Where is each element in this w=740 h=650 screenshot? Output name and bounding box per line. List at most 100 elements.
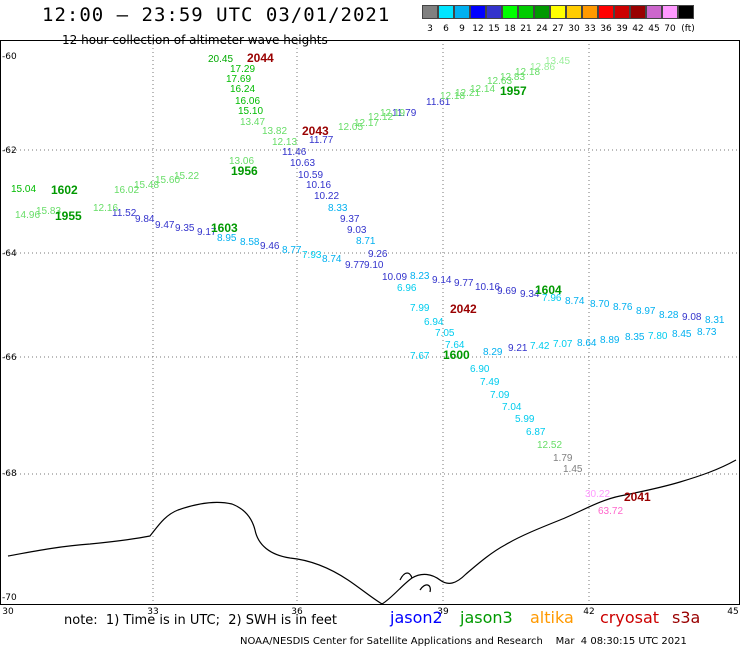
color-legend-label: 30 <box>568 24 580 34</box>
color-legend-label: (ft) <box>681 24 695 34</box>
x-tick-label: 30 <box>2 607 14 617</box>
swh-label: 15.04 <box>11 184 36 195</box>
swh-label: 11.46 <box>282 147 307 158</box>
color-legend-label: 12 <box>472 24 484 34</box>
swh-label: 15.48 <box>134 180 159 191</box>
color-swatch <box>470 5 486 19</box>
track-id-label: 1600 <box>443 348 470 362</box>
swh-label: 9.77 <box>345 260 365 271</box>
coastline <box>7 459 737 605</box>
swh-label: 9.21 <box>508 343 528 354</box>
swh-labels: 20.4517.2917.6916.2416.0615.1013.4713.82… <box>11 54 725 517</box>
swh-label: 13.45 <box>545 56 570 67</box>
swh-label: 8.77 <box>282 245 302 256</box>
swh-label: 10.16 <box>306 180 331 191</box>
swh-label: 6.96 <box>397 283 417 294</box>
x-tick-label: 39 <box>437 607 449 617</box>
swh-label: 9.69 <box>497 286 517 297</box>
swh-label: 7.04 <box>502 402 522 413</box>
swh-label: 8.71 <box>356 236 376 247</box>
swh-label: 13.47 <box>240 117 265 128</box>
swh-label: 12.18 <box>440 91 465 102</box>
track-id-label: 1955 <box>55 209 82 223</box>
swh-label: 12.86 <box>530 62 555 73</box>
swh-label: 10.09 <box>382 272 407 283</box>
y-tick-label: -66 <box>2 353 17 363</box>
satellite-name: altika <box>530 608 574 627</box>
color-swatch <box>534 5 550 19</box>
x-tick-label: 45 <box>727 607 738 617</box>
swh-label: 5.99 <box>515 414 535 425</box>
color-swatch <box>566 5 582 19</box>
track-id-label: 2042 <box>450 302 477 316</box>
swh-label: 8.45 <box>672 329 692 340</box>
swh-label: 9.26 <box>368 249 388 260</box>
swh-label: 7.05 <box>435 328 455 339</box>
swh-label: 9.34 <box>520 289 540 300</box>
color-legend-label: 3 <box>427 24 433 34</box>
swh-label: 15.22 <box>174 171 199 182</box>
swh-label: 9.10 <box>364 260 384 271</box>
swh-label: 7.67 <box>410 351 430 362</box>
color-legend-label: 15 <box>488 24 500 34</box>
x-tick-label: 36 <box>291 607 303 617</box>
swh-label: 7.93 <box>302 250 322 261</box>
swh-label: 11.61 <box>426 97 451 108</box>
swh-label: 7.09 <box>490 390 510 401</box>
swh-label: 11.77 <box>309 135 334 146</box>
swh-label: 13.82 <box>262 126 287 137</box>
swh-label: 12.63 <box>487 76 512 87</box>
swh-label: 8.33 <box>328 203 348 214</box>
swh-label: 7.64 <box>445 340 465 351</box>
swh-label: 16.02 <box>114 185 139 196</box>
swh-label: 8.74 <box>322 254 342 265</box>
y-tick-label: -68 <box>2 469 17 479</box>
swh-label: 16.24 <box>230 84 255 95</box>
color-legend-label: 70 <box>664 24 676 34</box>
swh-label: 15.60 <box>155 175 180 186</box>
swh-label: 12.83 <box>500 72 525 83</box>
swh-label: 15.10 <box>238 106 263 117</box>
track-id-label: 1604 <box>535 283 562 297</box>
y-tick-label: -64 <box>2 249 17 259</box>
x-tick-label: 33 <box>147 607 158 617</box>
swh-label: 8.95 <box>217 233 237 244</box>
swh-label: 9.35 <box>175 223 195 234</box>
swh-label: 8.28 <box>659 310 679 321</box>
swh-label: 8.70 <box>590 299 610 310</box>
swh-label: 30.22 <box>585 489 610 500</box>
swh-label: 17.29 <box>230 64 255 75</box>
swh-label: 8.64 <box>577 338 597 349</box>
swh-label: 6.90 <box>470 364 490 375</box>
page-title: 12:00 – 23:59 UTC 03/01/2021 <box>42 4 391 26</box>
coastline-inlet <box>399 572 431 593</box>
swh-label: 12.17 <box>354 118 379 129</box>
satellite-name: cryosat <box>600 608 660 627</box>
swh-label: 9.14 <box>432 275 452 286</box>
color-legend-label: 6 <box>443 24 449 34</box>
swh-label: 8.73 <box>697 327 717 338</box>
color-legend-label: 33 <box>584 24 596 34</box>
swh-label: 7.80 <box>648 331 668 342</box>
track-id-label: 1603 <box>211 221 238 235</box>
swh-label: 9.84 <box>135 214 155 225</box>
swh-label: 8.31 <box>705 315 725 326</box>
grid <box>0 40 740 605</box>
y-tick-label: -60 <box>2 52 17 62</box>
swh-label: 12.21 <box>455 88 480 99</box>
color-legend-label: 27 <box>552 24 564 34</box>
swh-label: 8.58 <box>240 237 260 248</box>
color-swatch <box>662 5 678 19</box>
swh-label: 9.77 <box>454 278 474 289</box>
color-legend <box>422 5 694 19</box>
swh-label: 8.74 <box>565 296 585 307</box>
color-legend-label: 18 <box>504 24 516 34</box>
color-swatch <box>486 5 502 19</box>
color-legend-label: 24 <box>536 24 548 34</box>
swh-label: 8.23 <box>410 271 430 282</box>
swh-label: 63.72 <box>598 506 623 517</box>
color-swatch <box>454 5 470 19</box>
swh-label: 12.14 <box>470 84 495 95</box>
swh-label: 10.22 <box>314 191 339 202</box>
swh-label: 12.12 <box>368 112 393 123</box>
